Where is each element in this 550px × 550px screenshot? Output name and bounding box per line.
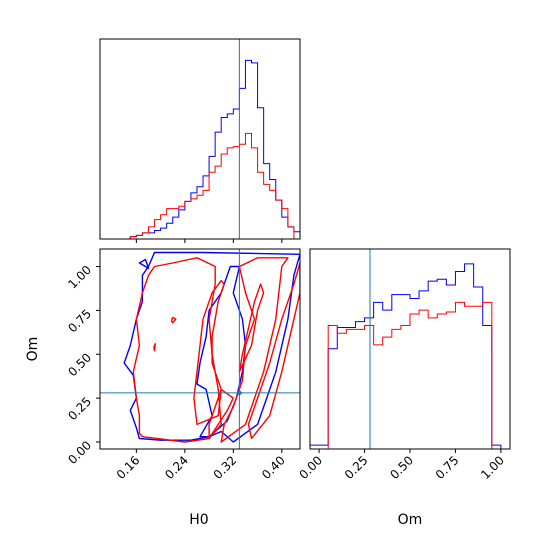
om-hist-series-0	[310, 263, 510, 450]
om-x-tick-label-4: 1.00	[478, 453, 507, 482]
om-marginal-frame	[309, 248, 511, 450]
h0-tick-label-3: 0.40	[259, 453, 288, 482]
h0-marginal-panel	[99, 38, 301, 243]
contour-line-3	[132, 257, 222, 443]
h0-tick-label-2: 0.32	[211, 453, 240, 482]
contour-line-8	[208, 388, 234, 440]
om-x-tick-label-1: 0.25	[342, 453, 371, 482]
om-x-tick-label-3: 0.75	[433, 453, 462, 482]
contour-line-9	[153, 343, 156, 352]
om-histogram-series	[310, 263, 510, 450]
contour-lines	[123, 251, 300, 443]
om-x-tick-label-2: 0.50	[387, 453, 416, 482]
om-tick-label-0: 0.00	[65, 438, 94, 467]
truth-point-marker	[236, 389, 243, 396]
contour-line-10	[170, 316, 177, 324]
om-marginal-panel: 0.00 0.25 0.50 0.75 1.00 Om	[296, 248, 511, 528]
y-axis-title-om: Om	[25, 337, 41, 362]
om-hist-series-1	[310, 301, 510, 450]
contour-line-6	[238, 283, 265, 373]
h0-tick-label-0: 0.16	[114, 453, 143, 482]
contour-frame	[99, 248, 301, 450]
h0-marginal-ticks	[135, 239, 283, 243]
h0-hist-series-0	[112, 59, 300, 240]
om-x-tick-label-0: 0.00	[296, 453, 325, 482]
contour-x-ticks: 0.16 0.24 0.32 0.40	[114, 449, 288, 482]
h0-histogram-series	[112, 59, 300, 240]
h0-hist-series-1	[112, 132, 300, 240]
contour-line-4	[220, 257, 289, 443]
om-tick-label-2: 0.50	[65, 350, 94, 379]
h0-om-contour-panel: 0.16 0.24 0.32 0.40 0.00 0.25 0.50 0.75 1.00 H0…	[25, 248, 301, 528]
x-axis-title-om: Om	[398, 512, 423, 528]
h0-tick-label-1: 0.24	[162, 453, 191, 482]
contour-y-ticks: 0.00 0.25 0.50 0.75 1.00	[65, 263, 100, 467]
om-tick-label-1: 0.25	[65, 394, 94, 423]
x-axis-title-h0: H0	[189, 512, 208, 528]
contour-line-1	[138, 258, 150, 269]
contour-line-5	[193, 279, 225, 426]
om-tick-label-4: 1.00	[65, 263, 94, 292]
contour-line-7	[247, 262, 300, 440]
om-marginal-x-ticks: 0.00 0.25 0.50 0.75 1.00	[296, 449, 507, 482]
om-tick-label-3: 0.75	[65, 307, 94, 336]
h0-marginal-frame	[99, 38, 301, 240]
